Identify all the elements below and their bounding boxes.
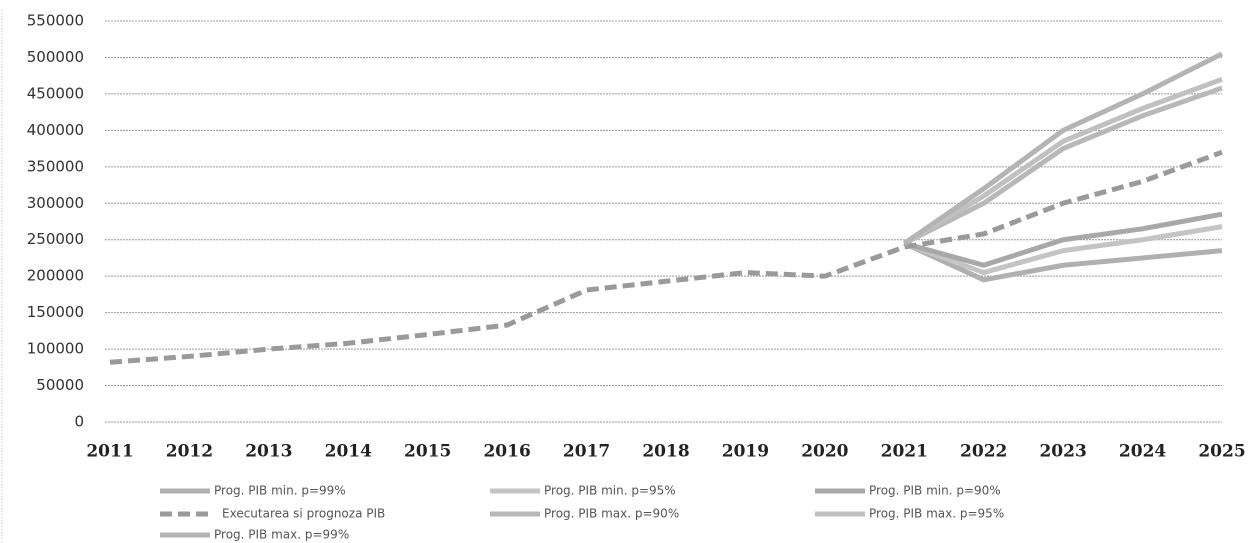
y-tick-label: 450000 xyxy=(27,84,84,102)
series-line xyxy=(902,51,1224,246)
x-tick-label: 2011 xyxy=(86,442,133,462)
legend-label: Executarea si prognoza PIB xyxy=(222,507,385,521)
x-tick-label: 2023 xyxy=(1039,442,1086,462)
legend-label: Prog. PIB max. p=99% xyxy=(214,528,349,542)
series-line xyxy=(903,211,1223,268)
series-line xyxy=(109,149,1223,365)
x-tick-label: 2014 xyxy=(325,442,372,462)
y-tick-label: 400000 xyxy=(27,121,84,139)
y-tick-label: 550000 xyxy=(27,12,84,30)
x-tick-label: 2013 xyxy=(245,442,292,462)
y-tick-label: 500000 xyxy=(27,48,84,66)
legend-label: Prog. PIB min. p=95% xyxy=(544,484,676,498)
legend-label: Prog. PIB min. p=90% xyxy=(869,484,1001,498)
y-tick-label: 250000 xyxy=(27,230,84,248)
x-tick-label: 2017 xyxy=(563,442,610,462)
x-tick-label: 2022 xyxy=(960,442,1007,462)
x-tick-label: 2024 xyxy=(1119,442,1166,462)
x-tick-label: 2025 xyxy=(1198,442,1245,462)
x-tick-label: 2019 xyxy=(722,442,769,462)
x-tick-label: 2012 xyxy=(166,442,213,462)
series-line xyxy=(903,224,1223,276)
series-line xyxy=(903,76,1223,246)
x-tick-label: 2021 xyxy=(881,442,928,462)
y-tick-label: 350000 xyxy=(27,157,84,175)
y-tick-label: 300000 xyxy=(27,194,84,212)
y-tick-label: 100000 xyxy=(27,340,84,358)
y-tick-label: 50000 xyxy=(36,376,84,394)
x-tick-label: 2020 xyxy=(801,442,848,462)
legend-label: Prog. PIB max. p=95% xyxy=(869,507,1004,521)
series-line xyxy=(903,85,1223,246)
x-tick-label: 2016 xyxy=(483,442,530,462)
y-tick-label: 200000 xyxy=(27,267,84,285)
x-tick-label: 2015 xyxy=(404,442,451,462)
y-tick-label: 150000 xyxy=(27,303,84,321)
legend-label: Prog. PIB min. p=99% xyxy=(214,484,346,498)
y-tick-label: 0 xyxy=(74,413,84,431)
series-line xyxy=(903,241,1223,283)
legend-label: Prog. PIB max. p=90% xyxy=(544,507,679,521)
x-tick-label: 2018 xyxy=(642,442,689,462)
